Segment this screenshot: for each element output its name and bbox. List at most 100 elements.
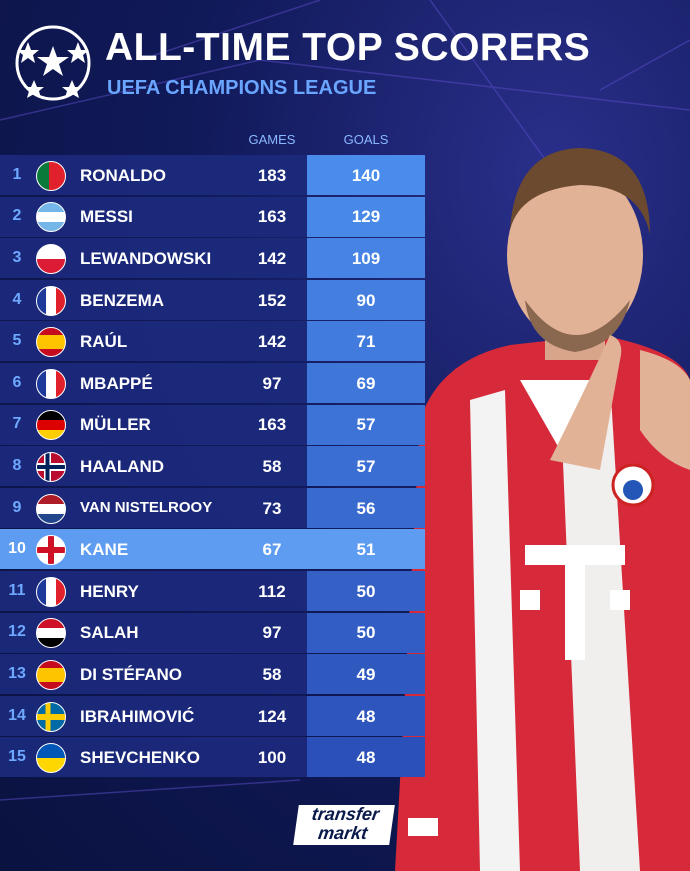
games-value: 152: [257, 290, 287, 310]
flag: [36, 618, 66, 649]
games-value: 112: [258, 581, 286, 601]
player-name: LEWANDOWSKI: [80, 249, 212, 268]
goals-value: 129: [351, 207, 381, 227]
goals-cell: [307, 571, 425, 612]
goals-value: 71: [356, 332, 376, 352]
goals-cell: [307, 321, 425, 362]
goals-value: 109: [351, 249, 381, 268]
goals-value: 50: [356, 581, 376, 601]
goals-cell: [307, 363, 425, 404]
logo-line: markt: [316, 823, 369, 843]
rank: 10: [8, 540, 26, 558]
rank: 11: [8, 581, 26, 599]
rank: 5: [12, 332, 22, 350]
goals-value: 50: [356, 623, 376, 643]
goals-cell: [307, 279, 425, 320]
goals-value: 51: [356, 540, 376, 560]
goals-cell: [307, 487, 425, 528]
goals-header: GOALS: [343, 132, 389, 147]
flag: [36, 535, 66, 566]
rank: 1: [12, 165, 22, 183]
goals-cell: [307, 654, 425, 695]
goals-cell: [307, 155, 425, 196]
goals-value: 57: [356, 415, 376, 435]
goals-value: 49: [356, 665, 376, 684]
rank: 6: [12, 373, 22, 391]
flag: [36, 160, 66, 191]
player-name: HENRY: [80, 581, 139, 601]
flag: [36, 410, 66, 441]
games-value: 97: [262, 623, 282, 643]
games-value: 67: [262, 540, 282, 560]
rank: 3: [12, 249, 22, 266]
player-name: RAÚL: [80, 332, 128, 352]
flag: [36, 327, 66, 358]
goals-value: 69: [356, 373, 376, 393]
goals-value: 57: [356, 457, 376, 476]
games-value: 142: [257, 249, 287, 268]
flag: [36, 576, 66, 607]
flag: [36, 368, 66, 399]
brand-logo: transfer markt: [293, 804, 395, 845]
goals-cell: [307, 446, 425, 487]
rank: 15: [8, 748, 26, 766]
player-name: MÜLLER: [80, 415, 151, 435]
games-value: 100: [257, 748, 287, 768]
games-header: GAMES: [248, 132, 296, 147]
player-name: MBAPPÉ: [80, 373, 153, 393]
goals-value: 140: [351, 165, 381, 185]
goals-cell: [307, 238, 425, 279]
rank: 12: [8, 623, 26, 641]
player-name: DI STÉFANO: [80, 665, 183, 684]
games-value: 97: [262, 373, 282, 393]
rank: 14: [8, 706, 26, 724]
flag: [36, 244, 66, 274]
rank: 9: [12, 498, 22, 516]
player-name: BENZEMA: [80, 290, 165, 310]
logo-line: transfer: [310, 804, 381, 824]
player-photo: [395, 148, 690, 871]
player-name: MESSI: [80, 207, 133, 227]
games-value: 58: [262, 665, 282, 684]
flag: [36, 701, 66, 732]
flag: [36, 202, 66, 233]
player-name: SHEVCHENKO: [80, 748, 200, 768]
player-name: SALAH: [80, 623, 139, 643]
player-name: IBRAHIMOVIĆ: [80, 706, 195, 726]
rank: 8: [12, 457, 22, 474]
flag: [36, 285, 66, 316]
games-value: 163: [257, 207, 287, 227]
goals-cell: [307, 695, 425, 736]
games-value: 73: [262, 498, 282, 518]
games-value: 58: [262, 457, 282, 476]
player-name: KANE: [80, 540, 129, 560]
row: [0, 529, 425, 570]
player-name: VAN NISTELROOY: [80, 498, 213, 516]
rank: 13: [8, 665, 26, 682]
goals-cell: [307, 737, 425, 778]
flag: [36, 660, 66, 690]
goals-cell: [307, 196, 425, 237]
title: ALL-TIME TOP SCORERS: [105, 26, 591, 69]
games-value: 163: [257, 415, 287, 435]
player-name: RONALDO: [80, 165, 166, 185]
goals-cell: [307, 612, 425, 653]
games-value: 124: [257, 706, 287, 726]
rank: 2: [12, 207, 22, 225]
goals-value: 48: [356, 706, 376, 726]
goals-value: 48: [356, 748, 376, 768]
flag: [36, 743, 66, 774]
rank: 7: [12, 415, 22, 433]
league-logo: [15, 25, 91, 101]
subtitle: UEFA CHAMPIONS LEAGUE: [107, 77, 377, 99]
player-name: HAALAND: [80, 457, 165, 476]
games-value: 142: [257, 332, 287, 352]
goals-cell: [307, 404, 425, 445]
flag: [36, 452, 66, 482]
flag: [36, 493, 66, 524]
games-value: 183: [257, 165, 287, 185]
goals-value: 56: [356, 498, 376, 518]
